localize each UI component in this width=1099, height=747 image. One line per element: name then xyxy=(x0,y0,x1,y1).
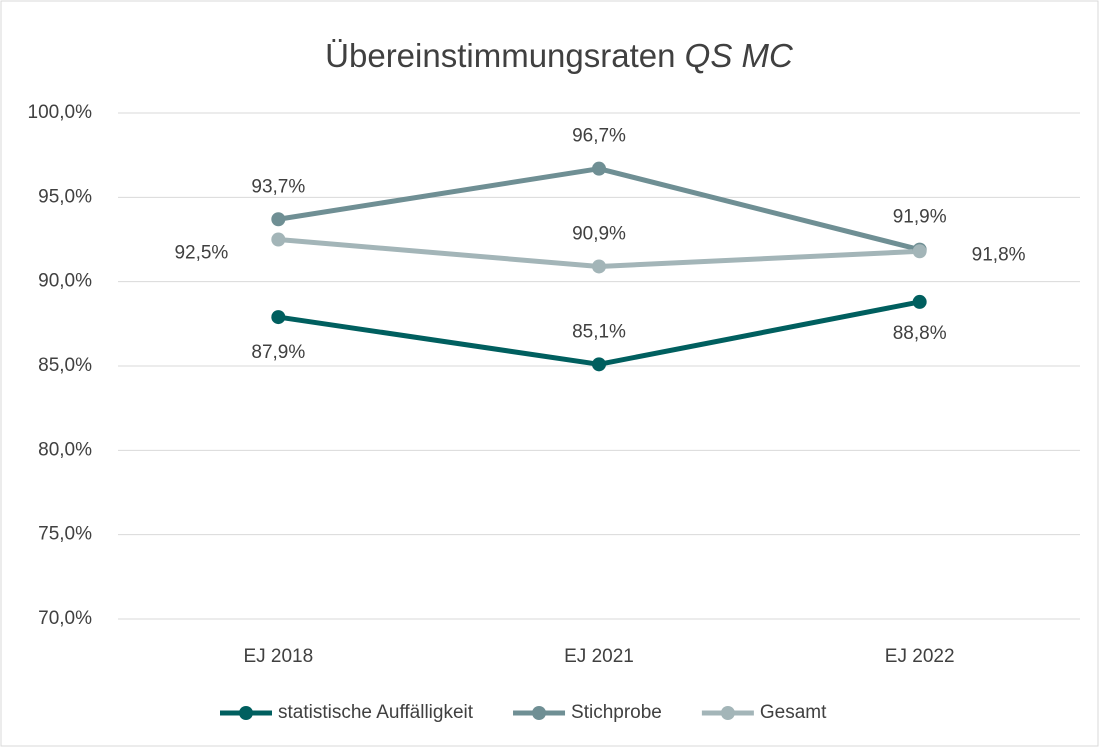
data-point xyxy=(271,232,286,247)
data-label: 93,7% xyxy=(251,176,305,197)
data-point xyxy=(912,244,927,259)
legend-marker xyxy=(720,706,735,720)
data-label: 87,9% xyxy=(251,342,305,363)
y-tick-label: 95,0% xyxy=(38,186,92,207)
x-tick-label: EJ 2021 xyxy=(564,646,634,667)
data-label: 91,9% xyxy=(893,207,947,228)
y-tick-label: 90,0% xyxy=(38,271,92,292)
legend-label: statistische Auffälligkeit xyxy=(278,702,474,723)
data-point xyxy=(592,161,606,176)
data-point xyxy=(271,212,286,227)
chart-title: Übereinstimmungsraten QS MC xyxy=(325,37,794,74)
legend-marker xyxy=(532,706,547,720)
data-label: 96,7% xyxy=(572,126,626,147)
legend-marker xyxy=(239,706,253,720)
data-label: 92,5% xyxy=(174,243,228,264)
legend-label: Gesamt xyxy=(760,702,827,723)
y-tick-label: 100,0% xyxy=(28,102,93,123)
y-tick-label: 70,0% xyxy=(38,608,92,629)
legend-label: Stichprobe xyxy=(571,702,662,723)
title-emphasis: QS MC xyxy=(685,37,794,74)
data-label: 91,8% xyxy=(972,244,1026,265)
data-point xyxy=(912,294,927,309)
data-label: 88,8% xyxy=(893,323,947,344)
y-tick-label: 85,0% xyxy=(38,355,92,376)
x-tick-label: EJ 2022 xyxy=(885,646,955,667)
y-tick-label: 80,0% xyxy=(38,439,92,460)
title-text: Übereinstimmungsraten xyxy=(325,37,675,74)
data-point xyxy=(592,357,606,372)
y-tick-label: 75,0% xyxy=(38,524,92,545)
data-label: 90,9% xyxy=(572,224,626,245)
data-point xyxy=(592,259,606,274)
x-tick-label: EJ 2018 xyxy=(243,646,313,667)
data-label: 85,1% xyxy=(572,321,626,342)
data-point xyxy=(271,310,286,325)
